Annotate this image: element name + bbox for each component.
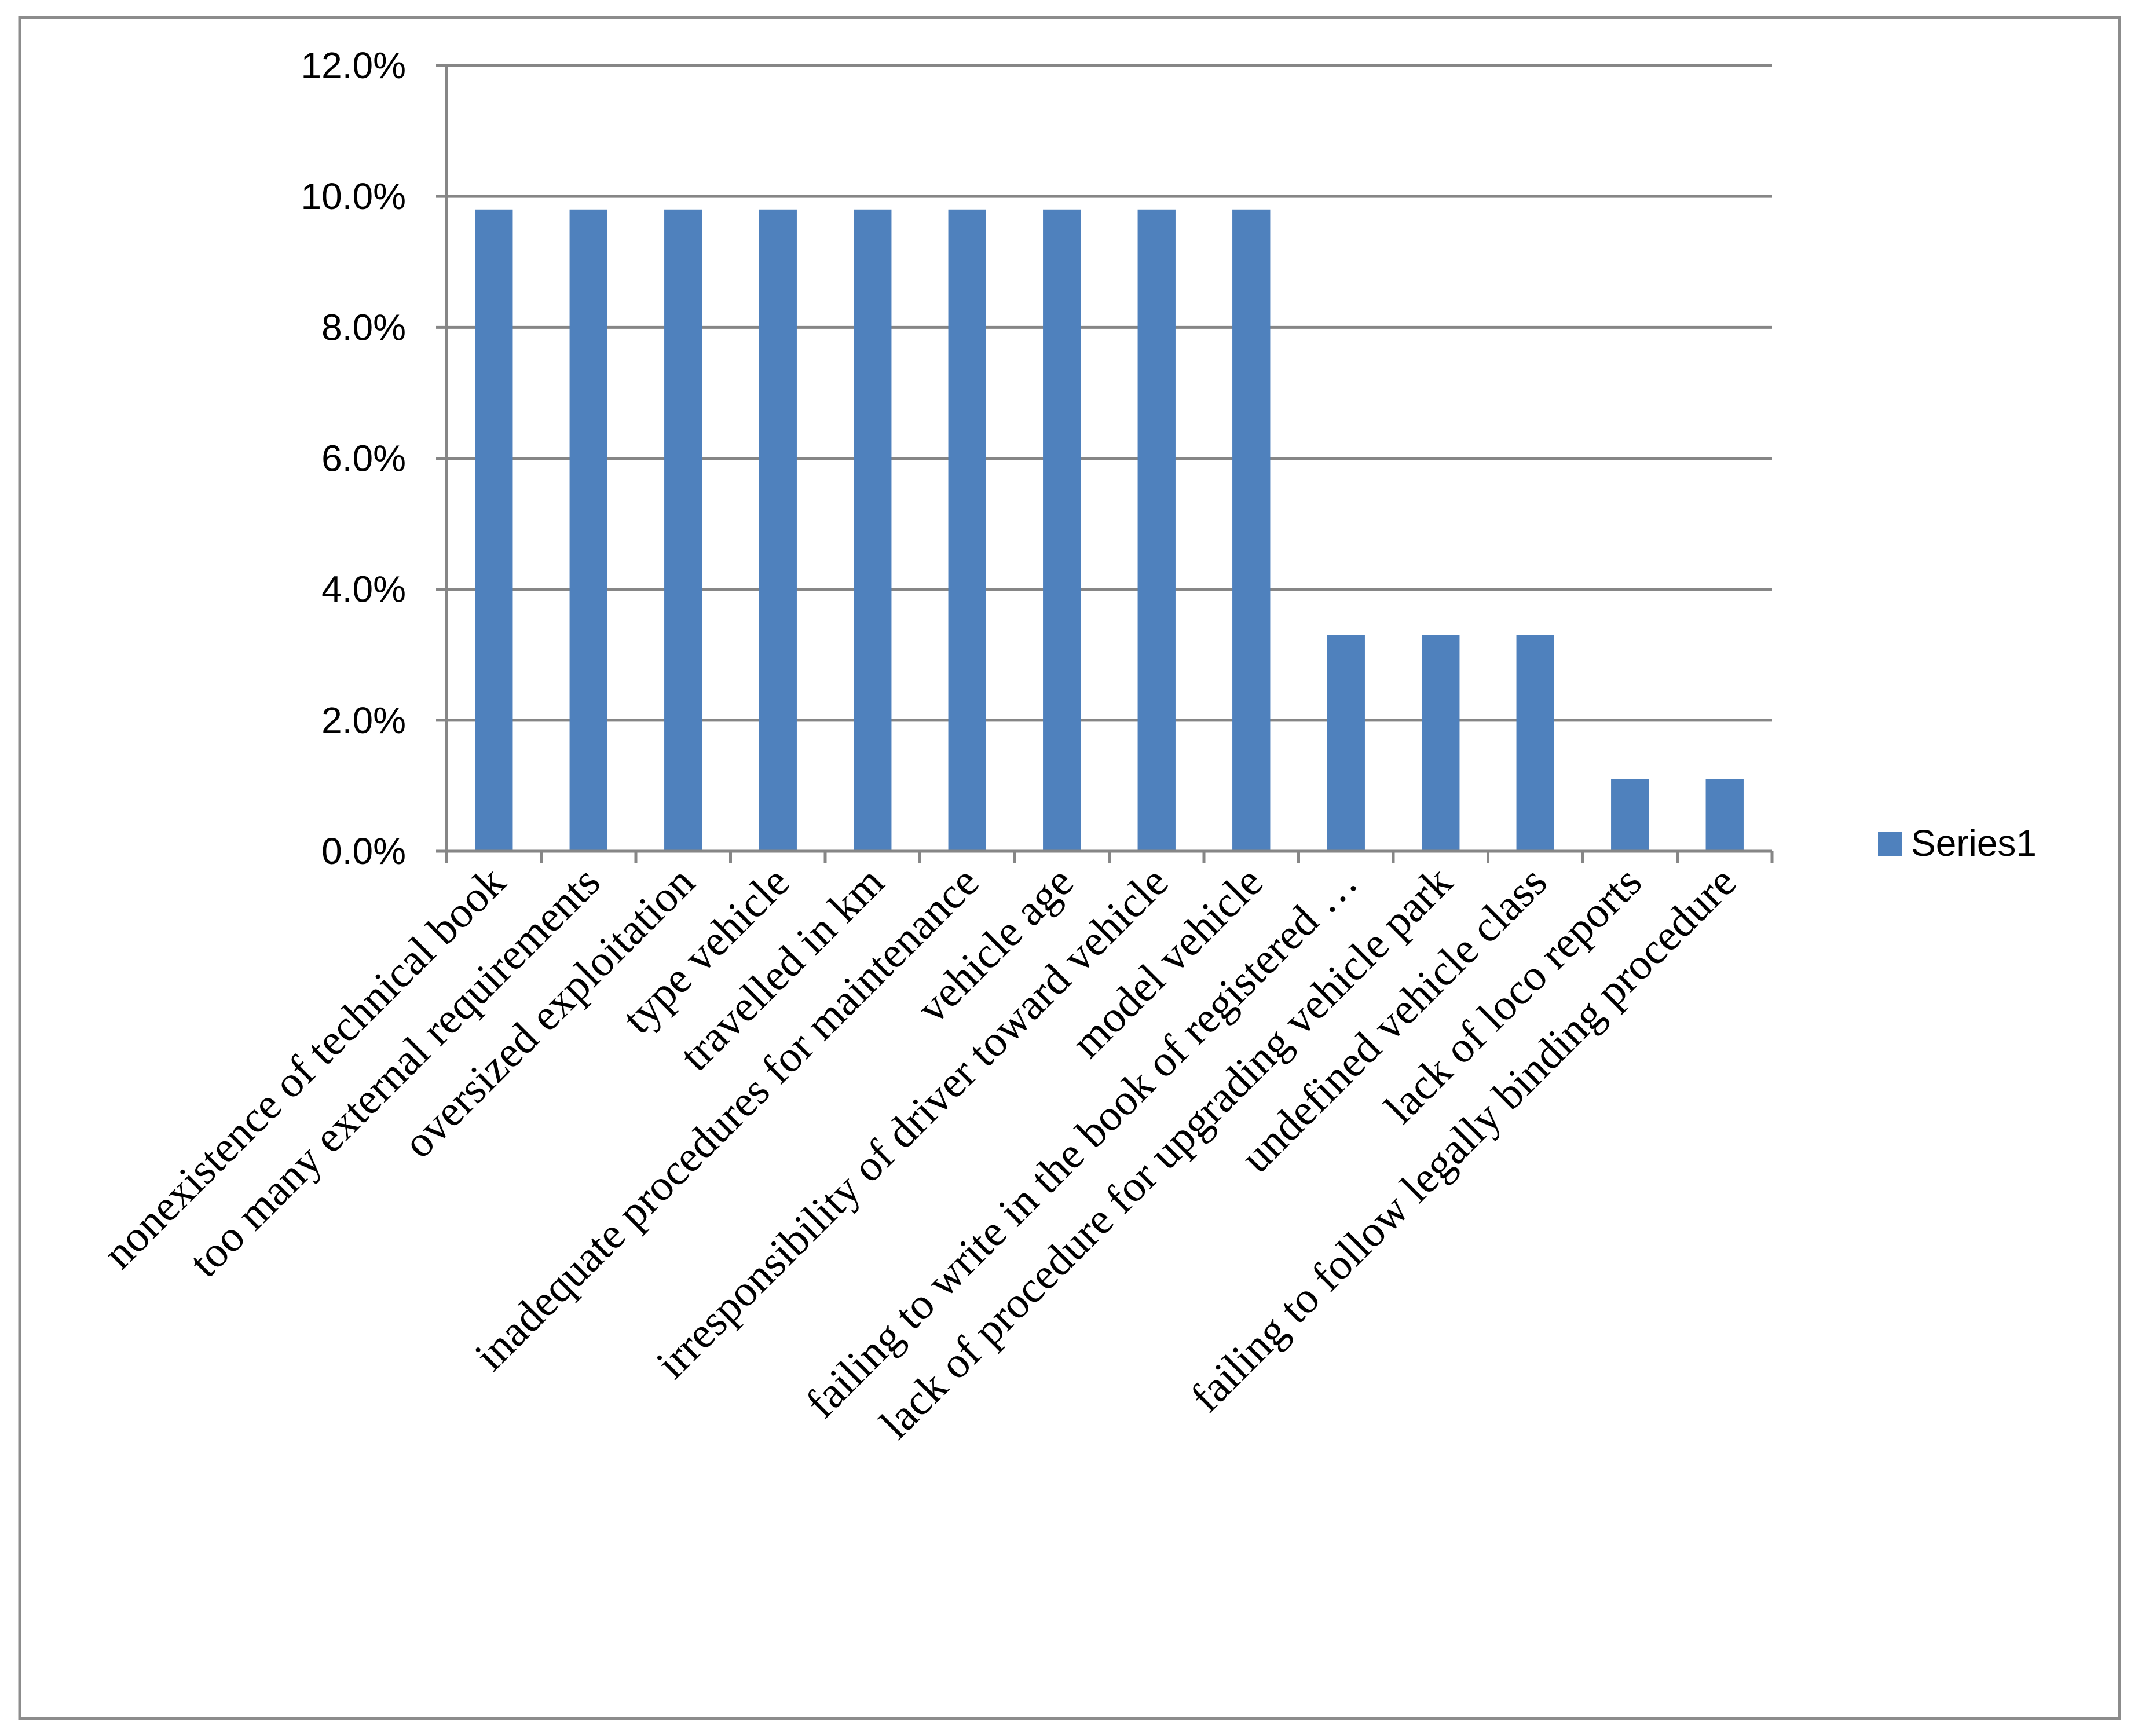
y-tick-label: 2.0% bbox=[321, 699, 406, 741]
axes bbox=[445, 65, 1774, 863]
bars bbox=[475, 209, 1744, 851]
bar bbox=[1327, 635, 1365, 851]
y-tick-labels: 0.0% 2.0% 4.0% 6.0% 8.0% 10.0% 12.0% bbox=[301, 45, 406, 872]
y-tick-label: 10.0% bbox=[301, 175, 406, 217]
legend: Series1 bbox=[1878, 822, 2037, 864]
legend-label: Series1 bbox=[1911, 822, 2037, 864]
bar bbox=[948, 209, 986, 851]
bar bbox=[475, 209, 513, 851]
bar bbox=[1516, 635, 1554, 851]
bar bbox=[569, 209, 607, 851]
y-tick-label: 0.0% bbox=[321, 830, 406, 872]
bar bbox=[854, 209, 892, 851]
bar bbox=[1137, 209, 1176, 851]
bar bbox=[759, 209, 797, 851]
bar bbox=[1611, 779, 1649, 851]
y-tick-label: 4.0% bbox=[321, 569, 406, 610]
y-tick-label: 12.0% bbox=[301, 45, 406, 86]
y-tick-label: 8.0% bbox=[321, 306, 406, 348]
bar bbox=[1422, 635, 1460, 851]
bar bbox=[1043, 209, 1081, 851]
bar bbox=[1232, 209, 1271, 851]
bar bbox=[1705, 779, 1744, 851]
y-tick-label: 6.0% bbox=[321, 438, 406, 479]
legend-swatch bbox=[1878, 832, 1902, 856]
bar bbox=[664, 209, 702, 851]
